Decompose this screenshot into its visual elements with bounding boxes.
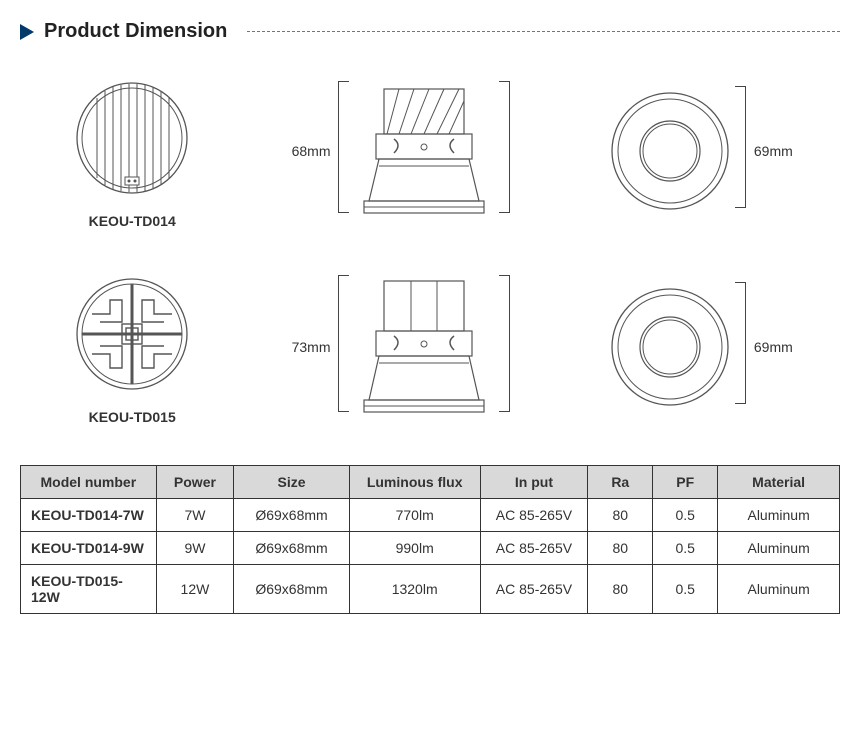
drawing-top-td015 bbox=[67, 269, 197, 399]
cell-model: KEOU-TD014-7W bbox=[21, 499, 157, 532]
diagram-label-td014: KEOU-TD014 bbox=[89, 213, 176, 229]
table-row: KEOU-TD015-12W 12W Ø69x68mm 1320lm AC 85… bbox=[21, 565, 840, 614]
cell-power: 12W bbox=[156, 565, 234, 614]
cell-model: KEOU-TD015-12W bbox=[21, 565, 157, 614]
dim-bracket-left-2 bbox=[338, 275, 349, 412]
cell-pf: 0.5 bbox=[653, 532, 718, 565]
title-triangle-icon bbox=[20, 24, 34, 40]
cell-pf: 0.5 bbox=[653, 499, 718, 532]
spec-table: Model number Power Size Luminous flux In… bbox=[20, 465, 840, 614]
diagram-side-td015-wrap: 73mm bbox=[292, 275, 511, 420]
diagram-top-td014: KEOU-TD014 bbox=[67, 73, 197, 229]
cell-model: KEOU-TD014-9W bbox=[21, 532, 157, 565]
cell-flux: 770lm bbox=[349, 499, 480, 532]
section-header: Product Dimension bbox=[20, 20, 840, 43]
th-pf: PF bbox=[653, 466, 718, 499]
cell-input: AC 85-265V bbox=[480, 565, 588, 614]
cell-input: AC 85-265V bbox=[480, 499, 588, 532]
cell-ra: 80 bbox=[588, 499, 653, 532]
cell-ra: 80 bbox=[588, 565, 653, 614]
cell-power: 7W bbox=[156, 499, 234, 532]
diagram-row-1: KEOU-TD014 68mm bbox=[20, 73, 840, 229]
drawing-top-td014 bbox=[67, 73, 197, 203]
drawing-side-td014 bbox=[349, 81, 499, 221]
cell-material: Aluminum bbox=[718, 565, 840, 614]
drawing-front-td015 bbox=[605, 282, 735, 412]
cell-size: Ø69x68mm bbox=[234, 565, 350, 614]
th-flux: Luminous flux bbox=[349, 466, 480, 499]
dim-diameter-td015: 69mm bbox=[754, 339, 793, 355]
cell-size: Ø69x68mm bbox=[234, 499, 350, 532]
diagram-label-td015: KEOU-TD015 bbox=[89, 409, 176, 425]
cell-input: AC 85-265V bbox=[480, 532, 588, 565]
table-row: KEOU-TD014-9W 9W Ø69x68mm 990lm AC 85-26… bbox=[21, 532, 840, 565]
dim-bracket-left bbox=[338, 81, 349, 213]
dim-bracket-right-2 bbox=[735, 86, 746, 208]
cell-flux: 1320lm bbox=[349, 565, 480, 614]
cell-ra: 80 bbox=[588, 532, 653, 565]
drawing-front-td014 bbox=[605, 86, 735, 216]
diagram-side-td014-wrap: 68mm bbox=[292, 81, 511, 221]
th-ra: Ra bbox=[588, 466, 653, 499]
diagram-row-2: KEOU-TD015 73mm 69mm bbox=[20, 269, 840, 425]
th-input: In put bbox=[480, 466, 588, 499]
dim-height-td014: 68mm bbox=[292, 143, 331, 159]
cell-size: Ø69x68mm bbox=[234, 532, 350, 565]
dim-bracket-right-3 bbox=[499, 275, 510, 412]
diagram-front-td015-wrap: 69mm bbox=[605, 282, 793, 412]
cell-material: Aluminum bbox=[718, 532, 840, 565]
th-material: Material bbox=[718, 466, 840, 499]
th-power: Power bbox=[156, 466, 234, 499]
table-row: KEOU-TD014-7W 7W Ø69x68mm 770lm AC 85-26… bbox=[21, 499, 840, 532]
dim-bracket-right-4 bbox=[735, 282, 746, 404]
dim-bracket-right bbox=[499, 81, 510, 213]
dim-diameter-td014: 69mm bbox=[754, 143, 793, 159]
cell-flux: 990lm bbox=[349, 532, 480, 565]
diagram-top-td015: KEOU-TD015 bbox=[67, 269, 197, 425]
cell-material: Aluminum bbox=[718, 499, 840, 532]
section-title: Product Dimension bbox=[44, 20, 227, 43]
drawing-side-td015 bbox=[349, 275, 499, 420]
dashed-divider bbox=[247, 31, 840, 33]
th-size: Size bbox=[234, 466, 350, 499]
cell-power: 9W bbox=[156, 532, 234, 565]
table-header-row: Model number Power Size Luminous flux In… bbox=[21, 466, 840, 499]
cell-pf: 0.5 bbox=[653, 565, 718, 614]
dim-height-td015: 73mm bbox=[292, 339, 331, 355]
th-model: Model number bbox=[21, 466, 157, 499]
diagram-front-td014-wrap: 69mm bbox=[605, 86, 793, 216]
